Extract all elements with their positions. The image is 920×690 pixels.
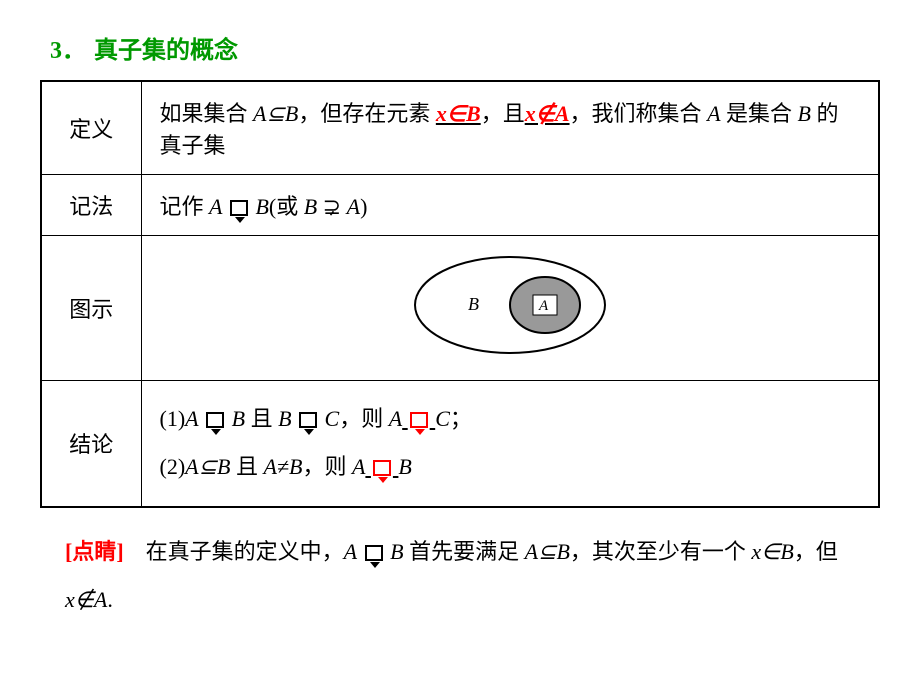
c2-r2: A≠B — [263, 454, 302, 479]
c1-c2: C — [435, 406, 450, 431]
row-diagram: 图示 B A — [41, 236, 879, 381]
fn-t6: ，但 — [794, 539, 838, 564]
cell-conclusion: (1)A B 且 B C，则 A C； (2)A⊆B 且 A≠B，则 A B — [141, 381, 879, 507]
heading-number: 3． — [50, 38, 86, 64]
cell-definition: 如果集合 A⊆B，但存在元素 x∈B，且x∉A，我们称集合 A 是集合 B 的真… — [141, 81, 879, 175]
c2-r1: A⊆B — [185, 454, 230, 479]
label-a: A — [538, 298, 549, 314]
c1-a: A — [185, 406, 198, 431]
fn-b: B — [390, 539, 403, 564]
venn-diagram: B A — [400, 250, 620, 360]
row-definition: 定义 如果集合 A⊆B，但存在元素 x∈B，且x∉A，我们称集合 A 是集合 B… — [41, 81, 879, 175]
c1-c: C — [325, 406, 340, 431]
proper-subset-icon — [299, 412, 317, 428]
not-pre: 记作 — [160, 194, 210, 219]
conclusion-line-2: (2)A⊆B 且 A≠B，则 A B — [160, 443, 861, 491]
label-definition: 定义 — [41, 81, 141, 175]
fn-t7: x∉A — [65, 587, 107, 612]
fn-t4: ，其次至少有一个 — [570, 539, 752, 564]
c1-mid2: ，则 — [339, 406, 389, 431]
def-blank2: x∉A — [525, 101, 570, 126]
label-notation: 记法 — [41, 175, 141, 236]
c1-mid1: 且 — [245, 406, 278, 431]
conclusion-line-1: (1)A B 且 B C，则 A C； — [160, 395, 861, 443]
c2-a: A — [352, 454, 365, 479]
proper-subset-icon-red — [410, 412, 428, 428]
proper-subset-icon — [365, 545, 383, 561]
c2-mid1: 且 — [230, 454, 263, 479]
label-b: B — [468, 294, 479, 314]
not-or: (或 — [269, 194, 304, 219]
heading-text: 真子集的概念 — [94, 38, 238, 64]
cell-diagram: B A — [141, 236, 879, 381]
row-notation: 记法 记作 A B(或 B ⊋ A) — [41, 175, 879, 236]
def-rel: A⊆B — [253, 101, 298, 126]
fn-t8: . — [107, 587, 113, 612]
footnote: [点睛] 在真子集的定义中，A B 首先要满足 A⊆B，其次至少有一个 x∈B，… — [65, 528, 880, 625]
fn-t2: 首先要满足 — [404, 539, 525, 564]
def-pre: 如果集合 — [160, 101, 254, 126]
not-b2: B — [304, 194, 317, 219]
c2-b: B — [398, 454, 411, 479]
fn-t3: A⊆B — [525, 539, 570, 564]
concept-table: 定义 如果集合 A⊆B，但存在元素 x∈B，且x∉A，我们称集合 A 是集合 B… — [40, 80, 880, 508]
def-b: B — [798, 101, 811, 126]
def-post1: ，我们称集合 — [570, 101, 708, 126]
def-post2: 是集合 — [721, 101, 798, 126]
c1-a2: A — [389, 406, 402, 431]
c1-end: ； — [450, 406, 472, 431]
c1-b: B — [232, 406, 245, 431]
not-b: B — [255, 194, 268, 219]
def-blank1: x∈B — [436, 101, 481, 126]
c1-blank — [402, 406, 435, 431]
c1-b2: B — [278, 406, 291, 431]
cell-notation: 记作 A B(或 B ⊋ A) — [141, 175, 879, 236]
not-close: ) — [360, 194, 367, 219]
footnote-label: [点睛] — [65, 539, 124, 564]
superset-symbol: ⊋ — [323, 194, 341, 219]
c2-pre: (2) — [160, 454, 186, 479]
row-conclusion: 结论 (1)A B 且 B C，则 A C； (2)A⊆B 且 A≠B，则 A … — [41, 381, 879, 507]
def-mid2: ，且 — [481, 101, 525, 126]
not-a: A — [209, 194, 222, 219]
fn-t1: 在真子集的定义中， — [124, 539, 344, 564]
c2-blank — [365, 454, 398, 479]
proper-subset-icon-red — [373, 460, 391, 476]
label-diagram: 图示 — [41, 236, 141, 381]
section-heading: 3． 真子集的概念 — [50, 30, 880, 65]
fn-a: A — [344, 539, 357, 564]
proper-subset-icon — [206, 412, 224, 428]
def-a: A — [707, 101, 720, 126]
fn-t5: x∈B — [751, 539, 793, 564]
label-conclusion: 结论 — [41, 381, 141, 507]
c2-mid2: ，则 — [302, 454, 352, 479]
def-mid1: ，但存在元素 — [298, 101, 430, 126]
c1-pre: (1) — [160, 406, 186, 431]
proper-subset-icon — [230, 200, 248, 216]
not-a2: A — [347, 194, 360, 219]
